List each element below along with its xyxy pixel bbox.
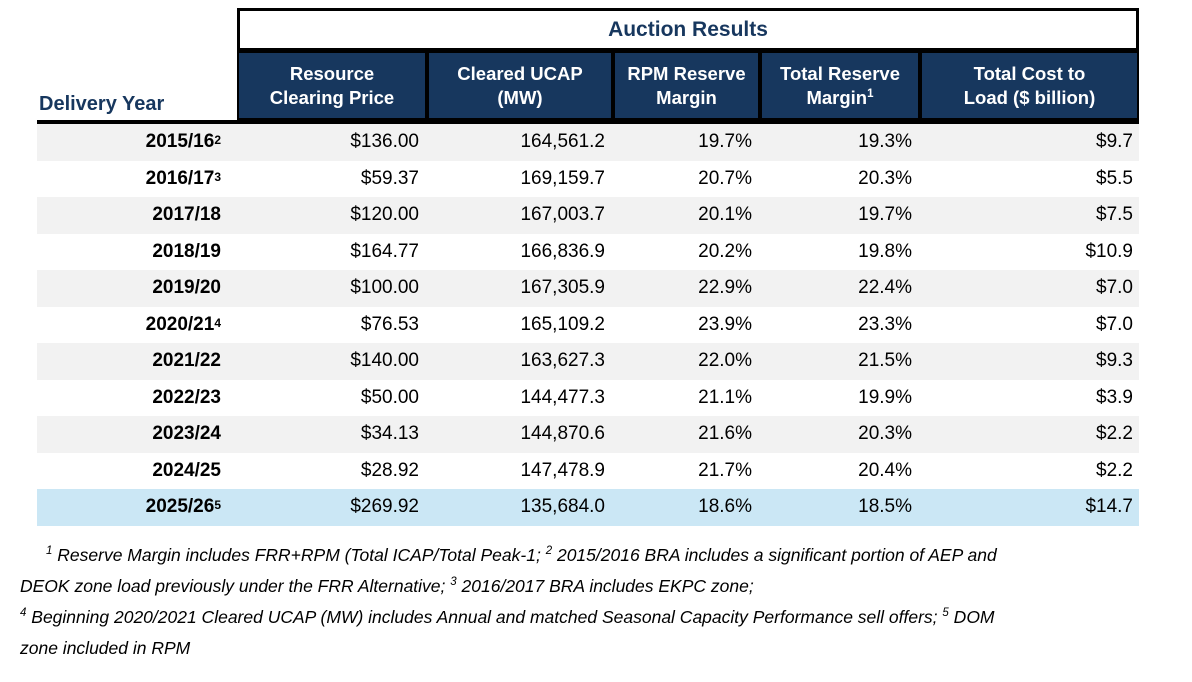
column-header-delivery-year: Delivery Year: [37, 50, 237, 120]
cell-total-reserve-margin: 20.3%: [760, 160, 920, 197]
cell-total-reserve-margin: 19.9%: [760, 379, 920, 416]
table-title-box: Auction Results: [237, 8, 1139, 50]
cell-rpm-reserve-margin: 22.0%: [613, 343, 760, 380]
cell-clearing-price: $76.53: [237, 306, 427, 343]
cell-cleared-ucap: 147,478.9: [427, 452, 613, 489]
cell-cleared-ucap: 163,627.3: [427, 343, 613, 380]
cell-delivery-year: 2023/24: [37, 416, 237, 453]
cell-clearing-price: $164.77: [237, 233, 427, 270]
cell-clearing-price: $120.00: [237, 197, 427, 234]
cell-total-reserve-margin: 19.8%: [760, 233, 920, 270]
cell-total-reserve-margin: 21.5%: [760, 343, 920, 380]
cell-clearing-price: $34.13: [237, 416, 427, 453]
cell-total-cost: $7.5: [920, 197, 1139, 234]
cell-clearing-price: $50.00: [237, 379, 427, 416]
cell-delivery-year: 2015/16 2: [37, 124, 237, 161]
table-title: Auction Results: [608, 17, 768, 41]
cell-total-reserve-margin: 18.5%: [760, 489, 920, 526]
cell-total-reserve-margin: 20.3%: [760, 416, 920, 453]
cell-delivery-year: 2019/20: [37, 270, 237, 307]
cell-rpm-reserve-margin: 23.9%: [613, 306, 760, 343]
cell-cleared-ucap: 167,003.7: [427, 197, 613, 234]
cell-clearing-price: $136.00: [237, 124, 427, 161]
cell-cleared-ucap: 164,561.2: [427, 124, 613, 161]
cell-clearing-price: $28.92: [237, 452, 427, 489]
cell-total-reserve-margin: 23.3%: [760, 306, 920, 343]
cell-total-cost: $14.7: [920, 489, 1139, 526]
auction-results-table: Auction Results Delivery Year Resource Cl…: [37, 8, 1139, 526]
cell-rpm-reserve-margin: 19.7%: [613, 124, 760, 161]
cell-rpm-reserve-margin: 22.9%: [613, 270, 760, 307]
footnote-line: 1 Reserve Margin includes FRR+RPM (Total…: [46, 544, 997, 565]
cell-delivery-year: 2016/17 3: [37, 160, 237, 197]
cell-cleared-ucap: 169,159.7: [427, 160, 613, 197]
cell-cleared-ucap: 144,477.3: [427, 379, 613, 416]
cell-total-cost: $10.9: [920, 233, 1139, 270]
cell-total-cost: $5.5: [920, 160, 1139, 197]
cell-delivery-year: 2021/22: [37, 343, 237, 380]
cell-total-cost: $2.2: [920, 452, 1139, 489]
cell-cleared-ucap: 166,836.9: [427, 233, 613, 270]
cell-total-reserve-margin: 19.7%: [760, 197, 920, 234]
column-header-6: Total Cost to Load ($ billion): [920, 50, 1139, 120]
cell-rpm-reserve-margin: 21.1%: [613, 379, 760, 416]
cell-rpm-reserve-margin: 21.7%: [613, 452, 760, 489]
cell-cleared-ucap: 144,870.6: [427, 416, 613, 453]
cell-delivery-year: 2025/26 5: [37, 489, 237, 526]
cell-total-cost: $2.2: [920, 416, 1139, 453]
cell-total-cost: $3.9: [920, 379, 1139, 416]
cell-clearing-price: $59.37: [237, 160, 427, 197]
cell-delivery-year: 2018/19: [37, 233, 237, 270]
cell-clearing-price: $100.00: [237, 270, 427, 307]
cell-delivery-year: 2024/25: [37, 452, 237, 489]
cell-rpm-reserve-margin: 20.2%: [613, 233, 760, 270]
cell-total-reserve-margin: 20.4%: [760, 452, 920, 489]
column-header-4: RPM Reserve Margin: [613, 50, 760, 120]
footnotes: 1 Reserve Margin includes FRR+RPM (Total…: [20, 540, 1162, 664]
footnote-line: 4 Beginning 2020/2021 Cleared UCAP (MW) …: [20, 606, 995, 627]
column-header-3: Cleared UCAP (MW): [427, 50, 613, 120]
cell-delivery-year: 2017/18: [37, 197, 237, 234]
delivery-year-label: Delivery Year: [39, 93, 165, 115]
cell-clearing-price: $140.00: [237, 343, 427, 380]
cell-cleared-ucap: 135,684.0: [427, 489, 613, 526]
cell-total-cost: $7.0: [920, 306, 1139, 343]
title-spacer: [37, 8, 237, 50]
cell-cleared-ucap: 165,109.2: [427, 306, 613, 343]
cell-rpm-reserve-margin: 21.6%: [613, 416, 760, 453]
cell-rpm-reserve-margin: 18.6%: [613, 489, 760, 526]
cell-delivery-year: 2020/21 4: [37, 306, 237, 343]
footnote-line: zone included in RPM: [20, 637, 191, 658]
cell-delivery-year: 2022/23: [37, 379, 237, 416]
column-header-2: Resource Clearing Price: [237, 50, 427, 120]
cell-clearing-price: $269.92: [237, 489, 427, 526]
header-underline: [37, 120, 1139, 124]
cell-total-cost: $9.7: [920, 124, 1139, 161]
cell-cleared-ucap: 167,305.9: [427, 270, 613, 307]
cell-total-cost: $7.0: [920, 270, 1139, 307]
cell-rpm-reserve-margin: 20.1%: [613, 197, 760, 234]
column-header-5: Total Reserve Margin1: [760, 50, 920, 120]
cell-total-reserve-margin: 22.4%: [760, 270, 920, 307]
footnote-line: DEOK zone load previously under the FRR …: [20, 575, 754, 596]
cell-total-reserve-margin: 19.3%: [760, 124, 920, 161]
cell-total-cost: $9.3: [920, 343, 1139, 380]
cell-rpm-reserve-margin: 20.7%: [613, 160, 760, 197]
